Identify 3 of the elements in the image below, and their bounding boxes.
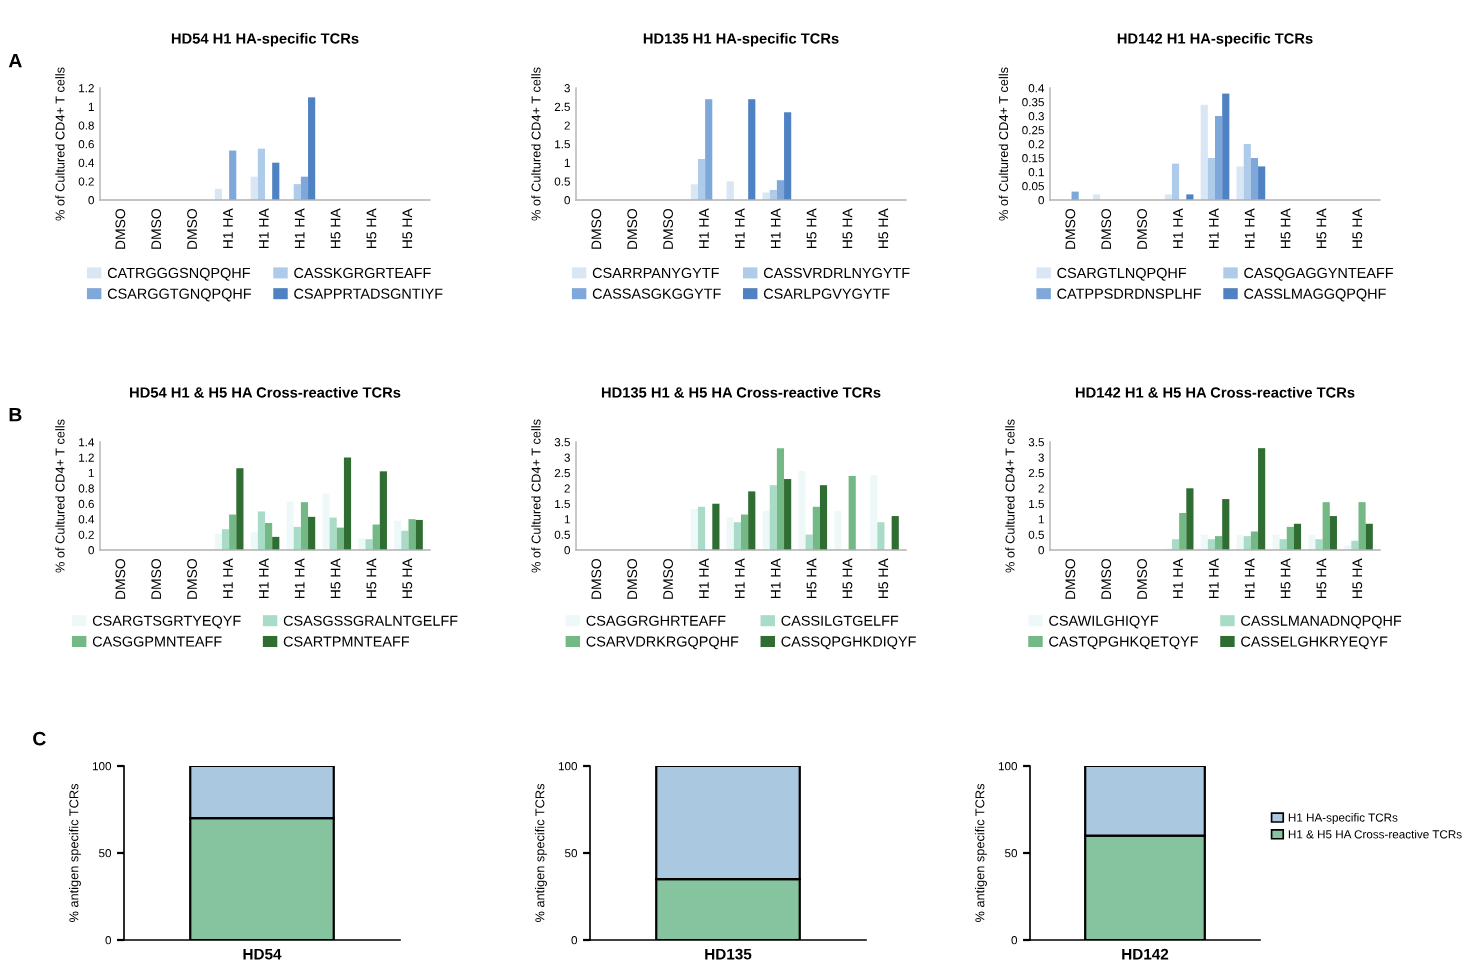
text: B [9, 407, 22, 422]
text: A [8, 53, 22, 68]
text: C [33, 731, 46, 746]
